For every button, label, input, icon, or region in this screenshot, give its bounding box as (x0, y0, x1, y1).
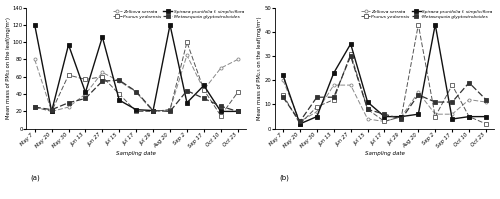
Y-axis label: Mean mass of PM₂.₅ on the leaf(mg/m²): Mean mass of PM₂.₅ on the leaf(mg/m²) (257, 16, 262, 120)
Text: (b): (b) (279, 175, 289, 181)
Legend: Zelkova serrata, Prunus yedoensis, Spiraea prunifolia f. simpliciflora, Metasequ: Zelkova serrata, Prunus yedoensis, Spira… (112, 10, 244, 19)
Text: (a): (a) (30, 175, 40, 181)
X-axis label: Sampling date: Sampling date (364, 151, 405, 156)
X-axis label: Sampling date: Sampling date (116, 151, 156, 156)
Y-axis label: Mean mass of PM₁₀ on the leaf(mg/m²): Mean mass of PM₁₀ on the leaf(mg/m²) (6, 17, 10, 119)
Legend: Zelkova serrata, Prunus yedoensis, Spiraea prunifolia f. simpliciflora, Metasequ: Zelkova serrata, Prunus yedoensis, Spira… (361, 10, 492, 19)
